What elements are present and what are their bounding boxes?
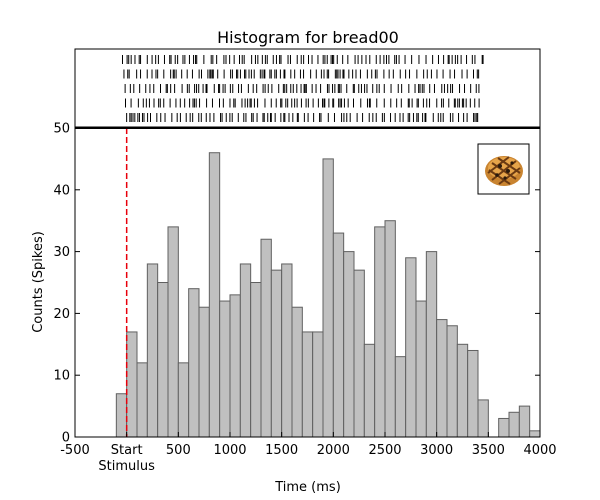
histogram-bar	[425, 251, 438, 438]
y-axis-ticks: 0 10 20 30 40 50	[53, 122, 540, 446]
histogram-bar	[467, 349, 479, 438]
histogram-bar	[518, 405, 531, 438]
histogram-bar	[126, 331, 138, 438]
histogram-bar	[446, 325, 458, 438]
x-tick-label: 4000	[523, 443, 556, 458]
y-tick-label: 0	[62, 431, 70, 446]
histogram-bar	[384, 220, 396, 438]
histogram-bar	[394, 356, 407, 438]
histogram-bar	[301, 331, 314, 438]
histogram-bar	[250, 282, 262, 438]
histogram-bar	[177, 362, 190, 438]
bread-image	[477, 143, 530, 195]
x-tick-label: 3000	[420, 443, 453, 458]
histogram-bar	[198, 306, 210, 438]
histogram-bar	[508, 411, 520, 438]
histogram-bar	[415, 300, 427, 438]
histogram-bar	[529, 430, 541, 438]
x-sub-label: Stimulus	[98, 459, 155, 474]
histogram-bar	[136, 362, 148, 438]
histogram-bar	[208, 152, 221, 438]
y-tick-label: 40	[53, 183, 70, 198]
histogram-bar	[229, 294, 241, 438]
histogram-bar	[281, 263, 293, 438]
histogram-bar	[405, 257, 417, 438]
histogram-bar	[363, 343, 376, 438]
chart-title: Histogram for bread00	[217, 28, 399, 47]
histogram-bar	[436, 319, 448, 438]
x-tick-label: 2000	[317, 443, 350, 458]
histogram-bar	[312, 331, 324, 438]
x-tick-label: 1500	[265, 443, 298, 458]
histogram-bar	[343, 251, 355, 438]
x-tick-label: -500	[60, 443, 90, 458]
histogram-bar	[260, 238, 272, 438]
x-axis-ticks: -500 Start 500 1000 1500 2000 2500 3000 3500 4000	[60, 432, 557, 458]
histogram-bar	[291, 306, 303, 438]
histogram-bar	[322, 158, 334, 438]
x-tick-label: 3500	[472, 443, 505, 458]
histogram-bar	[157, 282, 169, 438]
x-tick-label: 2500	[368, 443, 401, 458]
y-axis-label: Counts (Spikes)	[31, 231, 46, 333]
histogram-bar	[167, 226, 179, 438]
raster-panel	[74, 48, 541, 128]
y-tick-label: 10	[53, 369, 70, 384]
histogram-bar	[146, 263, 159, 438]
x-axis-label: Time (ms)	[274, 480, 341, 495]
histogram-bar	[188, 288, 200, 438]
y-tick-label: 30	[53, 245, 70, 260]
histogram-bar	[270, 269, 283, 438]
y-tick-label: 50	[53, 122, 70, 137]
histogram-bar	[498, 417, 510, 438]
histogram-bar	[456, 343, 469, 438]
x-tick-label: 1000	[213, 443, 246, 458]
y-tick-label: 20	[53, 307, 70, 322]
histogram-bars	[115, 152, 541, 438]
histogram-bar	[115, 393, 128, 438]
raster-ticks	[122, 55, 484, 122]
histogram-bar	[374, 226, 386, 438]
histogram-bar	[332, 232, 345, 438]
x-tick-label: Start	[111, 443, 143, 458]
histogram-bar	[239, 263, 252, 438]
histogram-bar	[219, 300, 231, 438]
histogram-panel: -500 Start 500 1000 1500 2000 2500 3000 3500 4000…	[53, 122, 556, 475]
histogram-bar	[477, 399, 489, 438]
histogram-bar	[353, 269, 365, 438]
x-tick-label: 500	[166, 443, 191, 458]
